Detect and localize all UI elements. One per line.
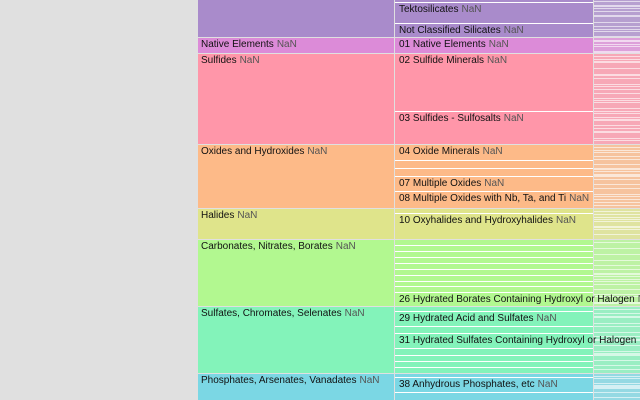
label-value: NaN: [538, 379, 558, 390]
subgroup-label: 38 Anhydrous Phosphates, etc NaN: [399, 379, 558, 390]
label-text: 01 Native Elements: [399, 39, 486, 50]
label-text: 03 Sulfides - Sulfosalts: [399, 113, 501, 124]
leaf-area[interactable]: [594, 240, 640, 306]
label-value: NaN: [237, 210, 257, 221]
label-value: NaN: [569, 193, 589, 204]
label-text: Native Elements: [201, 39, 274, 50]
group-label: Sulfides NaN: [201, 55, 260, 66]
label-value: NaN: [336, 241, 356, 252]
label-text: Sulfates, Chromates, Selenates: [201, 308, 342, 319]
leaf-area[interactable]: [594, 209, 640, 239]
subgroup-label: 04 Oxide Minerals NaN: [399, 146, 503, 157]
group-cell[interactable]: [198, 0, 394, 37]
label-text: 31 Hydrated Sulfates Containing Hydroxyl…: [399, 335, 636, 346]
label-text: 29 Hydrated Acid and Sulfates: [399, 313, 534, 324]
label-text: 02 Sulfide Minerals: [399, 55, 484, 66]
label-value: NaN: [489, 39, 509, 50]
leaf-area[interactable]: [594, 54, 640, 144]
subgroup-label: 29 Hydrated Acid and Sulfates NaN: [399, 313, 557, 324]
group-cell[interactable]: [198, 54, 394, 144]
label-text: Sulfides: [201, 55, 237, 66]
group-cell[interactable]: [198, 240, 394, 306]
subgroup-label: 03 Sulfides - Sulfosalts NaN: [399, 113, 524, 124]
label-text: Halides: [201, 210, 234, 221]
subgroup-area[interactable]: [395, 54, 593, 144]
label-value: NaN: [504, 113, 524, 124]
subgroup-label: 02 Sulfide Minerals NaN: [399, 55, 507, 66]
subgroup-label: 26 Hydrated Borates Containing Hydroxyl …: [399, 294, 640, 305]
label-text: 10 Oxyhalides and Hydroxyhalides: [399, 215, 553, 226]
label-text: 07 Multiple Oxides: [399, 178, 481, 189]
label-value: NaN: [483, 146, 503, 157]
label-text: Tektosilicates: [399, 4, 458, 15]
background: [0, 0, 198, 400]
group-cell[interactable]: [198, 145, 394, 208]
subgroup-label: 01 Native Elements NaN: [399, 39, 509, 50]
label-value: NaN: [487, 55, 507, 66]
label-value: NaN: [345, 308, 365, 319]
subgroup-label: Tektosilicates NaN: [399, 4, 481, 15]
group-label: Oxides and Hydroxides NaN: [201, 146, 327, 157]
group-cell[interactable]: [198, 307, 394, 373]
label-text: Carbonates, Nitrates, Borates: [201, 241, 333, 252]
subgroup-label: Not Classified Silicates NaN: [399, 25, 524, 36]
group-label: Phosphates, Arsenates, Vanadates NaN: [201, 375, 380, 386]
subgroup-area[interactable]: [395, 0, 593, 37]
subgroup-area[interactable]: [395, 38, 593, 53]
group-cell[interactable]: [198, 209, 394, 239]
label-value: NaN: [484, 178, 504, 189]
leaf-area[interactable]: [594, 374, 640, 400]
label-value: NaN: [359, 375, 379, 386]
label-value: NaN: [556, 215, 576, 226]
label-text: Not Classified Silicates: [399, 25, 501, 36]
label-text: 38 Anhydrous Phosphates, etc: [399, 379, 535, 390]
label-text: Oxides and Hydroxides: [201, 146, 304, 157]
group-cell[interactable]: [198, 38, 394, 53]
subgroup-area[interactable]: [395, 374, 593, 400]
subgroup-label: 07 Multiple Oxides NaN: [399, 178, 504, 189]
label-value: NaN: [504, 25, 524, 36]
group-label: Halides NaN: [201, 210, 257, 221]
leaf-area[interactable]: [594, 307, 640, 373]
label-text: Phosphates, Arsenates, Vanadates: [201, 375, 356, 386]
label-value: NaN: [461, 4, 481, 15]
group-label: Carbonates, Nitrates, Borates NaN: [201, 241, 356, 252]
label-value: NaN: [240, 55, 260, 66]
subgroup-label: 10 Oxyhalides and Hydroxyhalides NaN: [399, 215, 576, 226]
label-text: 26 Hydrated Borates Containing Hydroxyl …: [399, 294, 635, 305]
label-text: 08 Multiple Oxides with Nb, Ta, and Ti: [399, 193, 566, 204]
group-cell[interactable]: [198, 374, 394, 400]
group-label: Native Elements NaN: [201, 39, 297, 50]
group-label: Sulfates, Chromates, Selenates NaN: [201, 308, 365, 319]
label-value: NaN: [307, 146, 327, 157]
label-value: NaN: [537, 313, 557, 324]
label-value: NaN: [277, 39, 297, 50]
subgroup-label: 31 Hydrated Sulfates Containing Hydroxyl…: [399, 335, 640, 346]
label-text: 04 Oxide Minerals: [399, 146, 480, 157]
subgroup-label: 08 Multiple Oxides with Nb, Ta, and Ti Na…: [399, 193, 589, 204]
label-value: NaN: [638, 294, 640, 305]
